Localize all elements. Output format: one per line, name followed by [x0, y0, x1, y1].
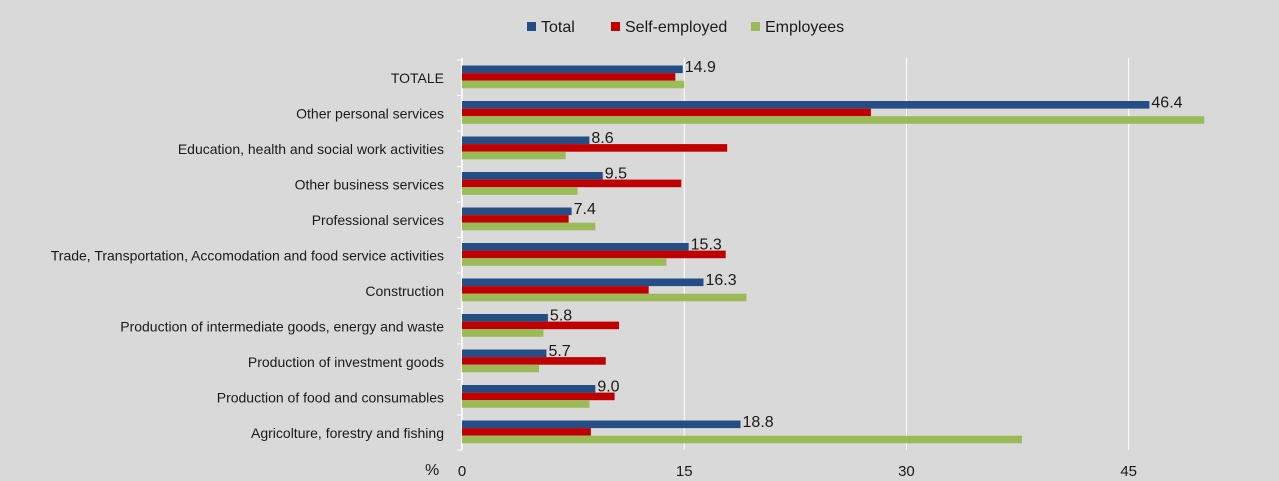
data-label-total: 14.9	[685, 59, 716, 76]
bars-layer	[462, 65, 1205, 444]
bar-employees	[462, 329, 544, 337]
x-tick-label: 30	[898, 463, 915, 480]
bar-self-employed	[462, 286, 649, 294]
data-label-total: 15.3	[691, 237, 722, 254]
category-label: TOTALE	[391, 70, 444, 86]
bar-self-employed	[462, 144, 728, 152]
x-tick-label: 45	[1120, 463, 1137, 480]
category-label: Professional services	[312, 212, 444, 228]
labels-layer: 0 15 30 45 TOTALE 14.9 Other personal services…	[51, 59, 1183, 480]
bar-self-employed	[462, 179, 682, 188]
data-label-total: 46.4	[1151, 95, 1182, 112]
data-label-total: 9.5	[605, 166, 627, 183]
category-label: Other personal services	[296, 105, 444, 121]
data-label-total: 8.6	[591, 130, 613, 147]
bar-employees	[462, 400, 590, 408]
bar-self-employed	[462, 250, 726, 259]
bar-employees	[462, 293, 747, 302]
bar-self-employed	[462, 321, 620, 330]
bar-total	[462, 385, 596, 393]
bar-employees	[462, 364, 540, 373]
bar-self-employed	[462, 73, 676, 81]
category-label: Education, health and social work activi…	[178, 141, 444, 157]
axis-unit-label: %	[425, 462, 439, 479]
category-label: Production of investment goods	[248, 354, 444, 370]
category-label: Agricolture, forestry and fishing	[251, 425, 444, 441]
x-tick-label: 0	[458, 463, 466, 480]
category-label: Trade, Transportation, Accomodation and …	[51, 247, 444, 263]
legend-swatch	[751, 22, 760, 31]
bar-total	[462, 65, 683, 74]
category-label: Other business services	[295, 176, 444, 192]
bar-employees	[462, 222, 596, 231]
bar-total	[462, 172, 603, 180]
bar-self-employed	[462, 108, 871, 117]
bar-total	[462, 136, 590, 145]
legend: Total Self-employed Employees	[527, 19, 844, 36]
data-label-total: 5.8	[550, 308, 572, 325]
bar-self-employed	[462, 215, 569, 223]
bar-total	[462, 420, 741, 429]
data-label-total: 9.0	[597, 379, 619, 396]
data-label-total: 18.8	[743, 414, 774, 431]
legend-swatch	[611, 22, 620, 31]
legend-label: Self-employed	[625, 19, 727, 36]
category-label: Production of intermediate goods, energy…	[120, 318, 444, 334]
x-tick-label: 15	[676, 463, 693, 480]
bar-total	[462, 349, 547, 358]
legend-swatch	[527, 22, 536, 31]
data-label-total: 16.3	[705, 272, 736, 289]
bar-total	[462, 314, 548, 322]
bar-total	[462, 278, 704, 287]
bar-total	[462, 207, 572, 216]
data-label-total: 7.4	[574, 201, 596, 218]
bar-total	[462, 101, 1150, 109]
bar-employees	[462, 258, 667, 266]
legend-label: Employees	[765, 19, 844, 36]
bar-employees	[462, 187, 578, 195]
bar-employees	[462, 116, 1205, 124]
bar-self-employed	[462, 357, 606, 365]
category-label: Production of food and consumables	[217, 389, 444, 405]
bar-self-employed	[462, 428, 591, 436]
bar-employees	[462, 80, 685, 89]
bar-total	[462, 243, 689, 251]
category-label: Construction	[365, 283, 444, 299]
bar-employees	[462, 151, 566, 160]
bar-self-employed	[462, 392, 615, 401]
legend-label: Total	[541, 19, 575, 36]
data-label-total: 5.7	[548, 343, 570, 360]
bar-employees	[462, 435, 1022, 444]
